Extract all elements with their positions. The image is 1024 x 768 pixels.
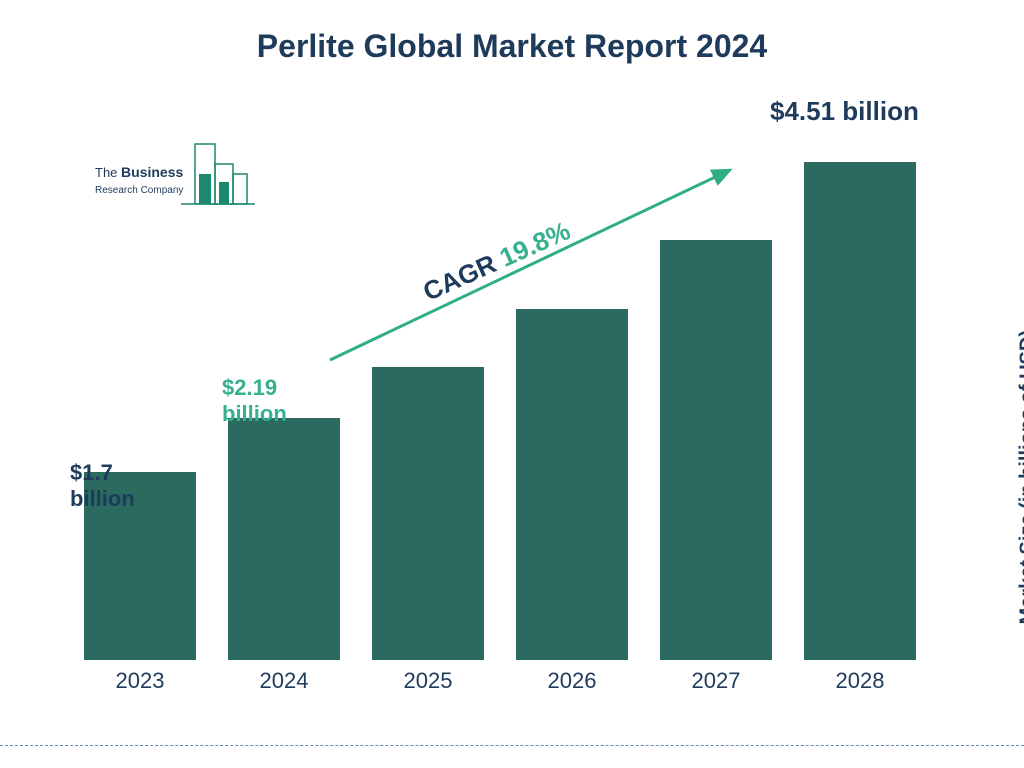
value-label: $4.51 billion (770, 96, 919, 127)
value-label: $2.19 billion (222, 375, 287, 428)
bar-2028: 2028 (800, 162, 920, 660)
bar-rect (516, 309, 628, 660)
bar-2025: 2025 (368, 367, 488, 660)
x-tick-label: 2028 (836, 668, 885, 694)
bar-rect (660, 240, 772, 660)
bar-2026: 2026 (512, 309, 632, 660)
x-tick-label: 2023 (116, 668, 165, 694)
bar-rect (228, 418, 340, 660)
bars-container: 202320242025202620272028 (80, 130, 920, 660)
bar-rect (372, 367, 484, 660)
bar-rect (804, 162, 916, 660)
bottom-divider (0, 745, 1024, 746)
chart-title: Perlite Global Market Report 2024 (0, 28, 1024, 65)
x-tick-label: 2027 (692, 668, 741, 694)
bar-2027: 2027 (656, 240, 776, 660)
x-tick-label: 2025 (404, 668, 453, 694)
value-label: $1.7 billion (70, 460, 135, 513)
x-tick-label: 2026 (548, 668, 597, 694)
bar-2024: 2024 (224, 418, 344, 660)
y-axis-label: Market Size (in billions of USD) (1016, 330, 1024, 624)
bar-chart: 202320242025202620272028 (80, 130, 920, 690)
x-tick-label: 2024 (260, 668, 309, 694)
